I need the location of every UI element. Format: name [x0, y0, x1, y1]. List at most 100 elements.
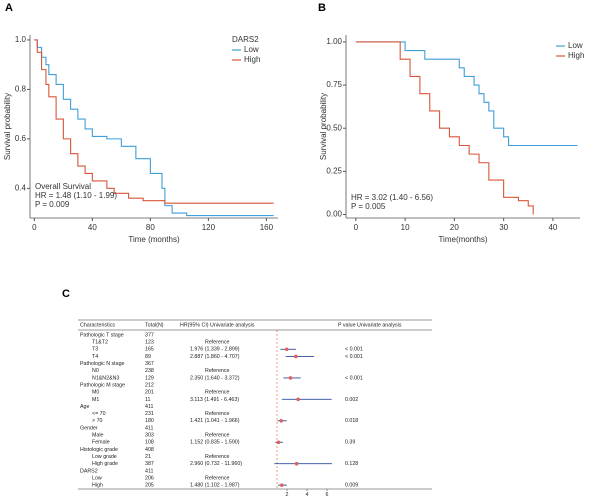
row-total: 21 — [145, 454, 151, 460]
row-p: 0.018 — [345, 418, 358, 424]
row-p: < 0.001 — [345, 347, 363, 353]
panel-label: C — [62, 288, 70, 300]
row-name: Histologic grade — [80, 447, 118, 453]
x-tick-label: 0 — [354, 223, 359, 232]
survival-curve — [355, 41, 578, 147]
row-name: M0 — [92, 390, 99, 396]
forest-tick-label: 2 — [286, 492, 289, 498]
panel-label: B — [318, 2, 326, 14]
column-header: Total(N) — [145, 322, 164, 328]
row-total: 11 — [145, 397, 151, 403]
forest-tick-label: 6 — [326, 492, 329, 498]
row-total: 205 — [145, 483, 154, 489]
x-tick-label: 40 — [548, 223, 557, 232]
y-tick-label: 0.50 — [326, 123, 342, 132]
x-tick-label: 10 — [401, 223, 410, 232]
row-hr: Reference — [205, 368, 229, 374]
y-axis-label: Survival probability — [319, 93, 328, 160]
row-name: High — [92, 483, 103, 489]
row-p: 0.002 — [345, 397, 358, 403]
row-total: 408 — [145, 447, 154, 453]
row-total: 212 — [145, 382, 154, 388]
survival-curve — [34, 39, 274, 204]
row-name: N0 — [92, 368, 99, 374]
row-name: Pathologic M stage — [80, 382, 125, 388]
survival-curve — [355, 41, 534, 215]
row-name: T4 — [92, 354, 98, 360]
row-name: T1&T2 — [92, 340, 108, 346]
row-hr: 3.113 (1.491 - 6.463) — [190, 397, 239, 403]
row-hr: Reference — [205, 454, 229, 460]
row-total: 387 — [145, 461, 154, 467]
row-total: 165 — [145, 347, 154, 353]
row-hr: 1.421 (1.041 - 1.966) — [190, 418, 240, 424]
row-total: 89 — [145, 354, 151, 360]
x-tick-label: 20 — [450, 223, 459, 232]
legend-label: High — [244, 55, 260, 64]
row-total: 367 — [145, 361, 154, 367]
x-tick-label: 160 — [260, 223, 274, 232]
row-total: 303 — [145, 433, 154, 439]
legend-label: High — [568, 51, 584, 60]
y-tick-label: 1.00 — [326, 37, 342, 46]
x-tick-label: 120 — [202, 223, 216, 232]
y-tick-label: 0.8 — [15, 85, 27, 94]
column-header: P value Univariate analysis — [338, 322, 402, 328]
row-hr: 2.887 (1.860 - 4.707) — [190, 354, 240, 360]
row-p: < 0.001 — [345, 375, 363, 381]
row-hr: 2.960 (0.732 - 11.960) — [190, 461, 242, 467]
row-total: 206 — [145, 475, 154, 481]
row-hr: Reference — [205, 433, 229, 439]
row-name: T3 — [92, 347, 98, 353]
annotation: P = 0.005 — [351, 202, 386, 211]
row-name: M1 — [92, 397, 99, 403]
hr-point — [288, 376, 293, 380]
annotation: P = 0.009 — [35, 200, 70, 209]
row-total: 411 — [145, 404, 153, 410]
forest-tick-label: 4 — [306, 492, 309, 498]
row-total: 123 — [145, 340, 154, 346]
column-header: HR(95% CI) Univariate analysis — [180, 322, 255, 328]
row-hr: Reference — [205, 411, 229, 417]
row-name: High grade — [92, 461, 118, 467]
row-total: 201 — [145, 390, 154, 396]
row-p: 0.009 — [345, 483, 358, 489]
x-tick-label: 0 — [32, 223, 37, 232]
y-tick-label: 0.00 — [326, 210, 342, 219]
x-axis-label: Time(months) — [438, 235, 487, 244]
row-p: 0.39 — [345, 440, 355, 446]
row-total: 238 — [145, 368, 154, 374]
row-p: < 0.001 — [345, 354, 363, 360]
row-total: 411 — [145, 468, 153, 474]
annotation: HR = 1.48 (1.10 - 1.99) — [35, 191, 117, 200]
row-total: 108 — [145, 440, 154, 446]
row-name: Pathologic T stage — [80, 332, 124, 338]
row-hr: 1.480 (1.102 - 1.987) — [190, 483, 240, 489]
row-name: Gender — [80, 425, 98, 431]
hr-point — [296, 397, 300, 402]
row-hr: 1.976 (1.339 - 2.899) — [190, 347, 240, 353]
row-hr: Reference — [205, 390, 229, 396]
y-axis-label: Survival probability — [3, 93, 12, 160]
row-hr: 1.152 (0.835 - 1.590) — [190, 440, 240, 446]
row-name: Female — [92, 440, 110, 446]
hr-point — [294, 461, 299, 466]
row-name: Male — [92, 433, 104, 439]
row-total: 180 — [145, 418, 154, 424]
row-total: 129 — [145, 375, 154, 381]
row-name: Low grade — [92, 454, 117, 460]
y-tick-label: 1.0 — [15, 35, 27, 44]
hr-point — [276, 440, 281, 445]
row-hr: Reference — [205, 340, 229, 346]
legend-title: DARS2 — [232, 35, 259, 44]
x-tick-label: 30 — [499, 223, 508, 232]
row-total: 231 — [145, 411, 154, 417]
y-tick-label: 0.6 — [15, 134, 27, 143]
x-tick-label: 80 — [146, 223, 155, 232]
row-name: Low — [92, 475, 102, 481]
row-name: Age — [80, 404, 89, 410]
y-tick-label: 0.25 — [326, 166, 342, 175]
forest-marks — [274, 347, 332, 487]
row-name: Pathologic N stage — [80, 361, 125, 367]
